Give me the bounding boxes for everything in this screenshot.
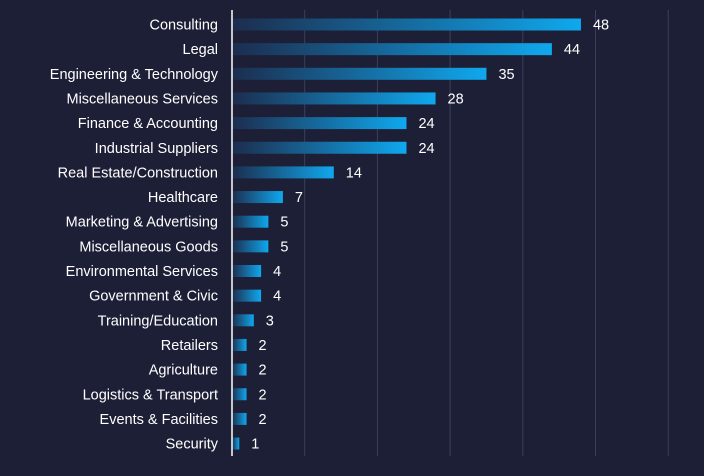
category-label: Marketing & Advertising bbox=[66, 215, 218, 231]
category-label: Consulting bbox=[149, 18, 218, 34]
value-label: 44 bbox=[564, 42, 580, 58]
bar bbox=[232, 215, 269, 228]
bar bbox=[232, 338, 247, 351]
bar bbox=[232, 166, 334, 179]
value-label: 4 bbox=[273, 264, 281, 280]
value-label: 35 bbox=[498, 67, 514, 83]
bar bbox=[232, 412, 247, 425]
gridlines bbox=[304, 10, 669, 456]
category-label: Environmental Services bbox=[66, 264, 218, 280]
value-label: 5 bbox=[280, 239, 288, 255]
bar bbox=[232, 141, 407, 154]
bar bbox=[232, 289, 262, 302]
category-label: Legal bbox=[183, 42, 218, 58]
bar bbox=[232, 117, 407, 130]
bar bbox=[232, 240, 269, 253]
category-label: Miscellaneous Goods bbox=[79, 239, 218, 255]
bar bbox=[232, 388, 247, 401]
bar bbox=[232, 18, 581, 31]
value-label: 2 bbox=[259, 387, 267, 403]
category-label: Real Estate/Construction bbox=[58, 165, 218, 181]
value-label: 48 bbox=[593, 18, 609, 34]
category-label: Healthcare bbox=[148, 190, 218, 206]
category-label: Security bbox=[166, 437, 219, 453]
category-label: Retailers bbox=[161, 338, 218, 354]
value-label: 1 bbox=[251, 437, 259, 453]
value-label: 24 bbox=[418, 141, 434, 157]
category-label: Miscellaneous Services bbox=[66, 91, 218, 107]
category-label: Training/Education bbox=[98, 313, 218, 329]
value-label: 2 bbox=[259, 338, 267, 354]
value-label: 28 bbox=[448, 91, 464, 107]
bar bbox=[232, 92, 436, 105]
bar bbox=[232, 191, 283, 204]
value-label: 7 bbox=[295, 190, 303, 206]
category-label: Finance & Accounting bbox=[78, 116, 218, 132]
value-label: 2 bbox=[259, 412, 267, 428]
bar bbox=[232, 437, 240, 450]
bar bbox=[232, 265, 262, 277]
bar bbox=[232, 314, 254, 327]
value-label: 24 bbox=[418, 116, 434, 132]
value-label: 2 bbox=[259, 363, 267, 379]
category-label: Industrial Suppliers bbox=[95, 141, 218, 157]
bar bbox=[232, 67, 487, 80]
bars bbox=[232, 18, 581, 450]
category-label: Government & Civic bbox=[89, 289, 218, 305]
category-label: Engineering & Technology bbox=[50, 67, 219, 83]
bar bbox=[232, 43, 552, 56]
category-label: Logistics & Transport bbox=[83, 387, 218, 403]
value-label: 14 bbox=[346, 165, 362, 181]
value-label: 5 bbox=[280, 215, 288, 231]
category-labels: Consulting Legal Engineering & Technology M… bbox=[50, 18, 219, 453]
value-label: 3 bbox=[266, 313, 274, 329]
value-label: 4 bbox=[273, 289, 281, 305]
bar bbox=[232, 363, 247, 376]
category-label: Events & Facilities bbox=[100, 412, 218, 428]
category-label: Agriculture bbox=[149, 363, 218, 379]
